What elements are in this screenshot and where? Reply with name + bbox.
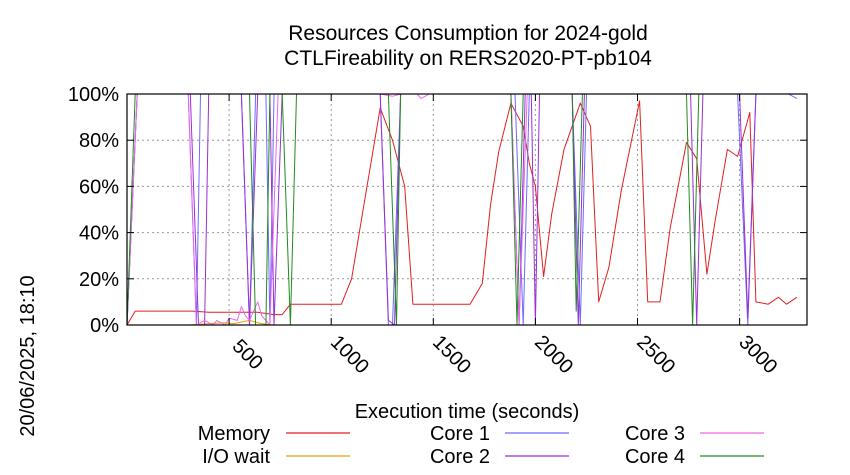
legend-label-core-3: Core 3 (625, 423, 685, 445)
x-tick-label: 2000 (530, 331, 577, 378)
legend-label-core-1: Core 1 (430, 423, 490, 445)
x-axis-label: Execution time (seconds) (355, 401, 580, 423)
legend-label-memory: Memory (198, 423, 270, 445)
x-axis: 500 1000 1500 2000 2500 3000 (228, 94, 781, 378)
timestamp-label: 20/06/2025, 18:10 (17, 275, 39, 436)
series-line-core-3 (126, 93, 797, 326)
y-axis: 0% 20% 40% 60% 80% 100% (68, 84, 807, 337)
y-tick-label: 80% (79, 130, 119, 152)
series-line-core-1 (126, 93, 798, 326)
x-tick-label: 3000 (734, 331, 781, 378)
x-tick-label: 1000 (326, 331, 373, 378)
series-line-core-4 (126, 93, 797, 326)
legend-label-i-o-wait: I/O wait (202, 446, 270, 468)
y-tick-label: 60% (79, 176, 119, 198)
x-tick-label: 500 (228, 335, 267, 374)
series-layer (126, 93, 798, 326)
legend-label-core-4: Core 4 (625, 446, 685, 468)
chart-title-line-1: Resources Consumption for 2024-gold (288, 22, 648, 45)
legend-label-core-2: Core 2 (430, 446, 490, 468)
y-tick-label: 20% (79, 269, 119, 291)
x-tick-label: 2500 (632, 331, 679, 378)
plot-frame (126, 93, 808, 326)
x-tick-label: 1500 (428, 331, 475, 378)
series-line-core-2 (126, 93, 797, 326)
y-tick-label: 40% (79, 223, 119, 245)
y-tick-label: 100% (68, 84, 119, 106)
series-line-memory (126, 100, 798, 326)
y-tick-label: 0% (90, 315, 119, 337)
chart-title-line-2: CTLFireability on RERS2020-PT-pb104 (284, 47, 652, 70)
grid (127, 94, 807, 325)
